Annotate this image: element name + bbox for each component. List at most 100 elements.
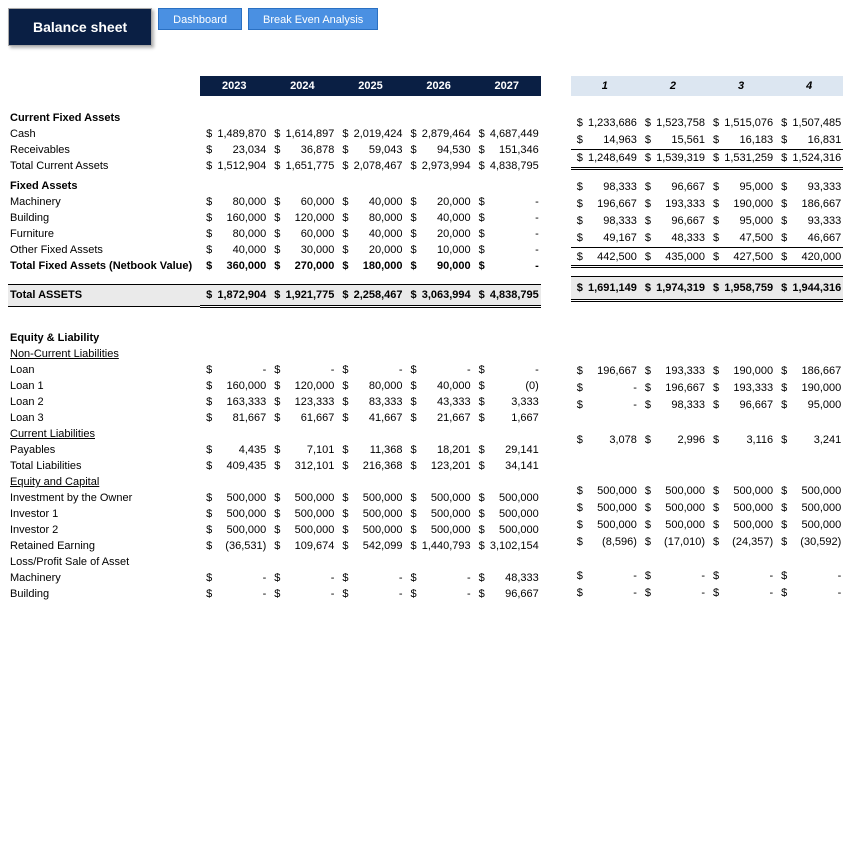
dollar-sign: $ — [707, 213, 720, 230]
dollar-sign: $ — [473, 458, 486, 474]
cell-value: 500,000 — [418, 506, 473, 522]
cell-value: 3,102,154 — [486, 538, 541, 554]
cell-value: - — [584, 397, 639, 414]
cell-value: - — [788, 568, 843, 585]
row-label: Receivables — [8, 142, 200, 158]
period-4: 4 — [775, 76, 843, 96]
cell-value: 1,921,775 — [281, 284, 336, 306]
cell-value: 95,000 — [788, 397, 843, 414]
dollar-sign: $ — [473, 378, 486, 394]
header-bar: Balance sheet Dashboard Break Even Analy… — [8, 8, 842, 46]
dollar-sign: $ — [571, 568, 584, 585]
dollar-sign: $ — [268, 142, 281, 158]
cell-value: 2,258,467 — [350, 284, 405, 306]
dollar-sign: $ — [707, 568, 720, 585]
cell-value: 2,879,464 — [418, 126, 473, 142]
cell-value: - — [486, 226, 541, 242]
year-2025: 2025 — [336, 76, 404, 96]
dollar-sign: $ — [571, 431, 584, 448]
dollar-sign: $ — [405, 538, 418, 554]
dollar-sign: $ — [707, 277, 720, 300]
cell-value: 95,000 — [720, 213, 775, 230]
dollar-sign: $ — [571, 397, 584, 414]
dollar-sign: $ — [639, 132, 652, 150]
dollar-sign: $ — [336, 258, 349, 274]
dollar-sign: $ — [473, 210, 486, 226]
cell-value: 500,000 — [486, 490, 541, 506]
dollar-sign: $ — [268, 586, 281, 602]
dollar-sign: $ — [707, 585, 720, 602]
dollar-sign: $ — [405, 284, 418, 306]
row-label: Investor 2 — [8, 522, 200, 538]
dollar-sign: $ — [571, 380, 584, 397]
dollar-sign: $ — [405, 378, 418, 394]
dollar-sign: $ — [268, 362, 281, 378]
dollar-sign: $ — [405, 158, 418, 174]
dollar-sign: $ — [639, 277, 652, 300]
row-label: Investment by the Owner — [8, 490, 200, 506]
dollar-sign: $ — [707, 149, 720, 168]
dollar-sign: $ — [336, 226, 349, 242]
cell-value: 1,974,319 — [652, 277, 707, 300]
cell-value: 3,063,994 — [418, 284, 473, 306]
dollar-sign: $ — [639, 516, 652, 533]
cell-value: 216,368 — [350, 458, 405, 474]
cell-value: 1,248,649 — [584, 149, 639, 168]
dollar-sign: $ — [268, 226, 281, 242]
cell-value: 500,000 — [281, 490, 336, 506]
dollar-sign: $ — [571, 213, 584, 230]
dashboard-tab[interactable]: Dashboard — [158, 8, 242, 30]
break-even-tab[interactable]: Break Even Analysis — [248, 8, 378, 30]
dollar-sign: $ — [707, 499, 720, 516]
dollar-sign: $ — [571, 247, 584, 266]
cell-value: 1,233,686 — [584, 115, 639, 132]
cell-value: - — [350, 586, 405, 602]
cell-value: (17,010) — [652, 534, 707, 551]
cell-value: 21,667 — [418, 410, 473, 426]
cell-value: 2,996 — [652, 431, 707, 448]
dollar-sign: $ — [473, 394, 486, 410]
cell-value: 442,500 — [584, 247, 639, 266]
dollar-sign: $ — [336, 442, 349, 458]
cell-value: 500,000 — [652, 516, 707, 533]
cell-value: 500,000 — [486, 522, 541, 538]
cell-value: 427,500 — [720, 247, 775, 266]
period-1: 1 — [571, 76, 639, 96]
dollar-sign: $ — [473, 242, 486, 258]
dollar-sign: $ — [473, 522, 486, 538]
cell-value: 23,034 — [213, 142, 268, 158]
dollar-sign: $ — [473, 226, 486, 242]
cell-value: (0) — [486, 378, 541, 394]
dollar-sign: $ — [571, 149, 584, 168]
dollar-sign: $ — [571, 115, 584, 132]
dollar-sign: $ — [268, 394, 281, 410]
cell-value: 190,000 — [720, 363, 775, 380]
cell-value: 500,000 — [720, 482, 775, 499]
dollar-sign: $ — [336, 570, 349, 586]
cell-value: 61,667 — [281, 410, 336, 426]
cell-value: 29,141 — [486, 442, 541, 458]
dollar-sign: $ — [571, 363, 584, 380]
cell-value: 36,878 — [281, 142, 336, 158]
dollar-sign: $ — [336, 490, 349, 506]
row-label: Total Current Assets — [8, 158, 200, 174]
cell-value: 20,000 — [418, 226, 473, 242]
cell-value: 2,973,994 — [418, 158, 473, 174]
cell-value: - — [213, 586, 268, 602]
cell-value: 1,531,259 — [720, 149, 775, 168]
dollar-sign: $ — [639, 482, 652, 499]
dollar-sign: $ — [473, 194, 486, 210]
dollar-sign: $ — [707, 516, 720, 533]
cell-value: 1,667 — [486, 410, 541, 426]
cell-value: 500,000 — [418, 490, 473, 506]
cell-value: 4,838,795 — [486, 158, 541, 174]
dollar-sign: $ — [336, 242, 349, 258]
dollar-sign: $ — [639, 230, 652, 248]
cell-value: (8,596) — [584, 534, 639, 551]
dollar-sign: $ — [775, 247, 788, 266]
row-label: Loan 3 — [8, 410, 200, 426]
cell-value: 16,831 — [788, 132, 843, 150]
tables-wrap: 2023 2024 2025 2026 2027 Current Fixed A… — [8, 76, 842, 602]
dollar-sign: $ — [200, 362, 213, 378]
cell-value: - — [281, 362, 336, 378]
